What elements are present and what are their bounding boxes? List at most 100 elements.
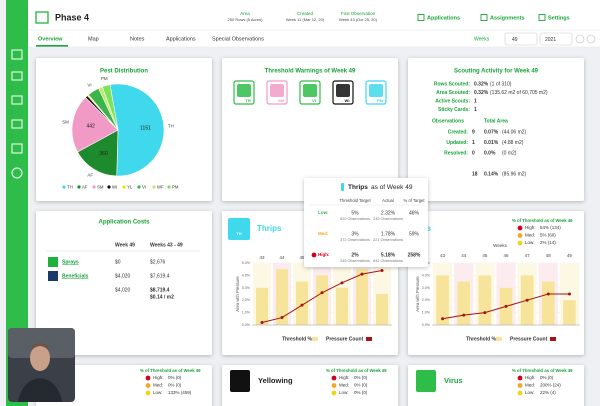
- menu-item[interactable]: Settings: [548, 15, 570, 21]
- summary-label: Active Scouts:: [435, 98, 470, 104]
- point: [280, 316, 284, 320]
- popup-actual: 5.18%: [381, 252, 396, 258]
- level-dot: [331, 383, 337, 388]
- phase-title: Phase 4: [55, 12, 89, 22]
- popup-obs: 249 Observations: [340, 259, 370, 263]
- popup-pct: 46%: [409, 210, 420, 216]
- summary-detail: (1 of 310): [490, 81, 512, 87]
- legend-label: Threshold %: [466, 336, 497, 342]
- row-label: Created:: [448, 129, 469, 135]
- y-tick-label: 3.0%: [422, 286, 431, 290]
- level-value: 0% (0): [354, 375, 368, 380]
- panel-title: Yellowing: [258, 376, 293, 385]
- tab[interactable]: Overview: [38, 36, 63, 42]
- total-week: $4,020: [115, 287, 131, 293]
- legend-swatch: [77, 185, 81, 189]
- point: [441, 317, 445, 321]
- panel-title: Thrips: [257, 224, 282, 233]
- slice-value: 360: [99, 151, 108, 157]
- menu-item[interactable]: Assignments: [490, 15, 525, 21]
- pie-slice: [71, 97, 119, 153]
- pest-icon: [228, 218, 250, 240]
- warning-label: SM: [278, 98, 285, 103]
- summary-detail: (135.62 m2 of 60,705 m2): [490, 90, 548, 96]
- bar: [316, 275, 328, 325]
- level-label: Med:: [153, 383, 163, 388]
- level-label: Med:: [525, 383, 535, 388]
- bar: [457, 281, 471, 325]
- panel: [36, 365, 212, 406]
- legend-label: PM: [172, 184, 179, 189]
- level-value: 133% (459): [168, 390, 192, 395]
- table-header: Weeks 43 - 49: [150, 242, 183, 248]
- nav-icon[interactable]: [11, 71, 23, 81]
- level-label: High:: [339, 375, 350, 380]
- info-value: Week 11 (Mar 12, 20): [286, 17, 325, 22]
- level-label: High:: [525, 375, 536, 380]
- popup-icon: [341, 183, 344, 191]
- legend-swatch: [122, 185, 126, 189]
- cost-name[interactable]: Sprays: [62, 259, 79, 265]
- summary-value: 0.32%: [474, 90, 489, 96]
- threshold-title: % of Threshold as of Week 49: [140, 368, 201, 373]
- popup-actual: 1.78%: [381, 231, 396, 237]
- week-arrow[interactable]: [575, 34, 585, 44]
- nav-icon[interactable]: [11, 119, 23, 129]
- x-tick-label: 49: [567, 253, 573, 258]
- x-tick-label: 46: [503, 253, 509, 258]
- panel: [408, 365, 584, 406]
- row-label: Updated:: [446, 140, 468, 146]
- legend-label: Pressure Count: [326, 336, 364, 342]
- level-label: Med:: [525, 233, 535, 238]
- tab[interactable]: Special Observations: [212, 36, 264, 42]
- row-pct: 0.01%: [484, 140, 499, 146]
- legend-label: AF: [82, 184, 88, 189]
- phase-icon: [35, 11, 49, 24]
- popup-target: 5%: [351, 210, 359, 216]
- cost-name[interactable]: Beneficials: [62, 273, 89, 279]
- tab[interactable]: Map: [88, 36, 99, 42]
- popup-actual: 2.32%: [381, 210, 396, 216]
- logo[interactable]: [10, 5, 20, 13]
- nav-icon[interactable]: [11, 167, 23, 179]
- panel: [222, 365, 398, 406]
- tab[interactable]: Notes: [130, 36, 145, 42]
- point: [300, 303, 304, 307]
- bar: [296, 281, 308, 325]
- row-detail: (44.06 m2): [502, 129, 527, 135]
- level-value: 0% (0): [354, 383, 368, 388]
- level-dot: [331, 375, 337, 381]
- video-bg: [8, 328, 75, 358]
- week-arrow[interactable]: [586, 34, 596, 44]
- row-count: 9: [472, 129, 475, 135]
- nav-icon[interactable]: [11, 143, 23, 154]
- panel-title: Scouting Activity for Week 49: [454, 69, 539, 75]
- summary-value: 1: [474, 98, 477, 104]
- level-dot: [145, 375, 151, 381]
- popup-header: % of Target: [403, 198, 425, 203]
- tab[interactable]: Applications: [166, 36, 196, 42]
- bar: [356, 269, 368, 325]
- y-axis-label: Area with Pressure: [235, 276, 240, 312]
- nav-icon[interactable]: [11, 95, 23, 105]
- popup-level: High:: [318, 252, 330, 257]
- total-per-area: $0.14 / m2: [150, 294, 174, 300]
- cost-swatch: [48, 271, 58, 281]
- legend-label: Pressure Count: [510, 336, 548, 342]
- week-select[interactable]: [504, 32, 538, 46]
- legend-swatch: [496, 337, 502, 341]
- slice-label: VI: [87, 82, 91, 87]
- menu-item[interactable]: Applications: [427, 15, 460, 21]
- popup-header: Threshold Target: [339, 198, 371, 203]
- total-pct: 0.14%: [484, 171, 499, 177]
- nav-icon[interactable]: [11, 49, 23, 60]
- video-overlay: [8, 328, 75, 402]
- slice-value: 1151: [140, 125, 151, 131]
- level-label: Low:: [153, 390, 163, 395]
- bar: [563, 300, 576, 325]
- year-select[interactable]: [539, 32, 573, 46]
- y-tick-label: 5.0%: [242, 261, 251, 265]
- popup-title: Thrips: [348, 184, 368, 191]
